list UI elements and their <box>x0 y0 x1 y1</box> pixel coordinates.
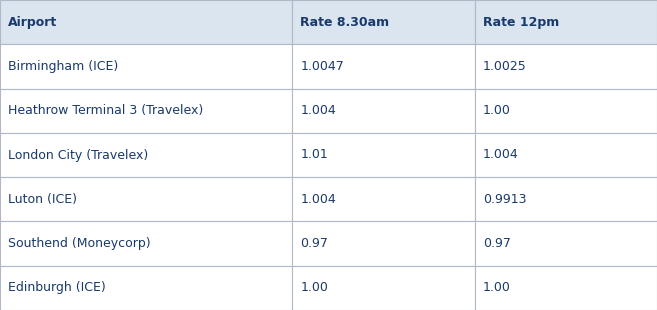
Text: 0.97: 0.97 <box>300 237 328 250</box>
Bar <box>475 89 657 133</box>
Bar <box>0 266 292 310</box>
Bar <box>292 177 475 221</box>
Bar <box>475 177 657 221</box>
Text: 1.004: 1.004 <box>300 104 336 117</box>
Text: 1.0047: 1.0047 <box>300 60 344 73</box>
Text: Airport: Airport <box>8 16 57 29</box>
Bar <box>292 221 475 266</box>
Text: Southend (Moneycorp): Southend (Moneycorp) <box>8 237 150 250</box>
Bar <box>0 44 292 89</box>
Bar <box>475 266 657 310</box>
Bar <box>0 133 292 177</box>
Text: 1.004: 1.004 <box>300 193 336 206</box>
Bar <box>475 221 657 266</box>
Text: Heathrow Terminal 3 (Travelex): Heathrow Terminal 3 (Travelex) <box>8 104 203 117</box>
Text: 1.00: 1.00 <box>483 104 511 117</box>
Text: 1.004: 1.004 <box>483 148 519 162</box>
Text: 1.00: 1.00 <box>483 281 511 294</box>
Bar <box>0 221 292 266</box>
Bar <box>292 44 475 89</box>
Bar <box>0 0 292 44</box>
Text: 0.9913: 0.9913 <box>483 193 526 206</box>
Text: Rate 12pm: Rate 12pm <box>483 16 559 29</box>
Text: Rate 8.30am: Rate 8.30am <box>300 16 390 29</box>
Bar <box>292 0 475 44</box>
Text: London City (Travelex): London City (Travelex) <box>8 148 148 162</box>
Bar <box>292 133 475 177</box>
Bar <box>0 177 292 221</box>
Text: 0.97: 0.97 <box>483 237 511 250</box>
Text: Luton (ICE): Luton (ICE) <box>8 193 77 206</box>
Bar <box>0 89 292 133</box>
Text: 1.01: 1.01 <box>300 148 328 162</box>
Text: 1.00: 1.00 <box>300 281 328 294</box>
Text: Birmingham (ICE): Birmingham (ICE) <box>8 60 118 73</box>
Bar <box>475 0 657 44</box>
Bar <box>475 44 657 89</box>
Text: 1.0025: 1.0025 <box>483 60 527 73</box>
Bar <box>292 89 475 133</box>
Bar <box>292 266 475 310</box>
Text: Edinburgh (ICE): Edinburgh (ICE) <box>8 281 106 294</box>
Bar <box>475 133 657 177</box>
